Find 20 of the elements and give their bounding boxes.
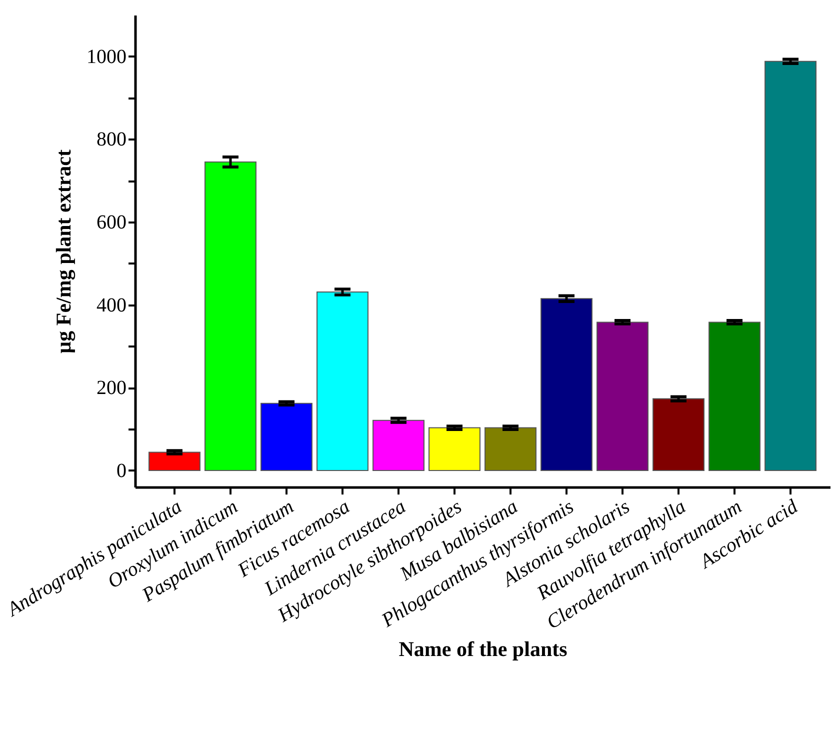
bar — [148, 452, 200, 471]
bar — [260, 402, 312, 471]
y-tick-label: 200 — [96, 377, 126, 400]
y-axis-title: µg Fe/mg plant extract — [52, 150, 76, 354]
bar — [652, 398, 704, 471]
y-tick-label: 400 — [96, 294, 126, 316]
bar — [708, 322, 760, 471]
bar — [428, 427, 480, 471]
bar — [484, 427, 536, 471]
bar — [204, 161, 256, 471]
y-tick-label: 0 — [116, 460, 126, 482]
bar — [540, 298, 592, 471]
bar — [372, 420, 424, 471]
x-axis-title: Name of the plants — [398, 636, 568, 661]
bar — [316, 291, 368, 471]
y-tick-label: 600 — [96, 212, 126, 234]
bar — [596, 322, 648, 471]
y-tick-label: 800 — [96, 128, 126, 151]
y-tick-label: 1000 — [86, 46, 126, 68]
bar — [764, 60, 816, 471]
